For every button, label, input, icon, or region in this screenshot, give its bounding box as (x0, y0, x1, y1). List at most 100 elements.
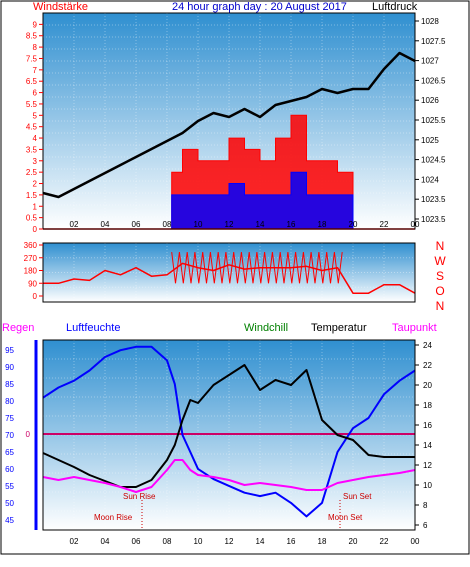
hour-tick-label: 04 (101, 537, 110, 546)
direction-tick-label: 180 (24, 267, 38, 276)
pressure-tick-label: 1026.5 (421, 76, 446, 85)
wind-tick-label: 1.5 (26, 191, 38, 200)
hour-tick-label: 22 (380, 537, 389, 546)
compass-label-3: O (435, 284, 444, 298)
panel2-border (42, 242, 416, 303)
wind-tick-label: 8 (33, 43, 38, 52)
wind-tick-label: 1 (33, 202, 38, 211)
wind-tick-label: 0.5 (26, 214, 38, 223)
humidity-ticks: 45 50 55 60 65 70 75 80 85 90 95 (5, 346, 14, 525)
graph-title: 24 hour graph day : 20 August 2017 (172, 1, 347, 13)
wind-tick-label: 6 (33, 89, 38, 98)
humidity-tick-label: 65 (5, 448, 14, 457)
wind-direction-detail (171, 252, 343, 284)
moon-set-label: Moon Set (328, 513, 363, 522)
temperature-tick-label: 16 (423, 421, 432, 430)
temperature-ticks: 6 8 10 12 14 16 18 20 22 24 (415, 341, 432, 530)
temperature-tick-label: 10 (423, 481, 432, 490)
temperature-tick-label: 8 (423, 501, 428, 510)
humidity-tick-label: 50 (5, 499, 14, 508)
hour-tick-label: 00 (411, 537, 420, 546)
wind-tick-label: 4.5 (26, 123, 38, 132)
pressure-series (42, 51, 416, 199)
hour-tick-label: 08 (163, 537, 172, 546)
panel1-border (42, 12, 416, 230)
wind-tick-label: 3 (33, 157, 38, 166)
hour-tick-label: 02 (70, 537, 79, 546)
hour-tick-label: 12 (225, 220, 234, 229)
hour-tick-label: 06 (132, 537, 141, 546)
hour-tick-label: 16 (287, 220, 296, 229)
legend-luftfeuchte: Luftfeuchte (66, 322, 120, 334)
panel3-border (42, 339, 416, 531)
direction-tick-label: 90 (28, 279, 37, 288)
outer-frame (0, 0, 470, 555)
compass-label-4: N (436, 299, 445, 313)
hour-tick-label: 20 (349, 537, 358, 546)
temperature-tick-label: 14 (423, 441, 432, 450)
humidity-tick-label: 45 (5, 516, 14, 525)
hour-tick-label: 22 (380, 220, 389, 229)
hour-tick-label: 06 (132, 220, 141, 229)
wind-tick-label: 0 (33, 225, 38, 234)
hour-tick-label: 14 (256, 220, 265, 229)
hour-tick-label: 00 (411, 220, 420, 229)
pressure-axis-title: Luftdruck (372, 1, 418, 13)
hour-tick-label: 14 (256, 537, 265, 546)
wind-tick-label: 7 (33, 66, 38, 75)
sun-set-label: Sun Set (343, 492, 372, 501)
panel2-series (43, 252, 416, 294)
temperature-tick-label: 12 (423, 461, 432, 470)
pressure-tick-label: 1024 (421, 175, 439, 184)
humidity-tick-label: 85 (5, 380, 14, 389)
wind-tick-label: 7.5 (26, 54, 38, 63)
hour-tick-label: 12 (225, 537, 234, 546)
panel3-hour-ticks: 02 04 06 08 10 12 14 16 18 20 22 00 (70, 537, 420, 546)
wind-tick-label: 5.5 (26, 100, 38, 109)
wind-tick-label: 9 (33, 20, 38, 29)
wind-tick-label: 6.5 (26, 77, 38, 86)
panel2-grid (43, 243, 415, 302)
temperature-tick-label: 6 (423, 521, 428, 530)
pressure-tick-label: 1028 (421, 17, 439, 26)
pressure-tick-label: 1026 (421, 96, 439, 105)
direction-tick-label: 270 (24, 254, 38, 263)
direction-tick-label: 360 (24, 241, 38, 250)
pressure-tick-label: 1025 (421, 136, 439, 145)
hour-tick-label: 18 (318, 537, 327, 546)
legend-taupunkt: Taupunkt (392, 322, 437, 334)
legend-temperatur: Temperatur (311, 322, 367, 334)
hour-tick-label: 04 (101, 220, 110, 229)
wind-axis-title: Windstärke (33, 1, 88, 13)
humidity-tick-label: 55 (5, 482, 14, 491)
temperature-tick-label: 20 (423, 381, 432, 390)
sun-rise-label: Sun Rise (123, 492, 156, 501)
humidity-tick-label: 95 (5, 346, 14, 355)
dewpoint-series (42, 459, 416, 493)
pressure-tick-label: 1027.5 (421, 37, 446, 46)
hour-tick-label: 16 (287, 537, 296, 546)
moon-rise-label: Moon Rise (94, 513, 133, 522)
temperature-tick-label: 24 (423, 341, 432, 350)
humidity-tick-label: 90 (5, 363, 14, 372)
legend-regen: Regen (2, 322, 34, 334)
humidity-tick-label: 75 (5, 414, 14, 423)
pressure-tick-label: 1025.5 (421, 116, 446, 125)
humidity-series (42, 345, 416, 518)
hour-tick-label: 10 (194, 220, 203, 229)
wind-direction-series (43, 262, 416, 294)
hour-tick-label: 20 (349, 220, 358, 229)
direction-ticks: 0 90 180 270 360 (24, 241, 43, 301)
panel3-series (42, 345, 416, 518)
wind-tick-label: 5 (33, 111, 38, 120)
humidity-tick-label: 80 (5, 397, 14, 406)
wind-tick-label: 3.5 (26, 145, 38, 154)
hour-tick-label: 10 (194, 537, 203, 546)
panel1-hour-ticks: 02 04 06 08 10 12 14 16 18 20 22 00 (70, 220, 420, 229)
temperature-tick-label: 18 (423, 401, 432, 410)
hour-tick-label: 08 (163, 220, 172, 229)
pressure-tick-label: 1023.5 (421, 195, 446, 204)
